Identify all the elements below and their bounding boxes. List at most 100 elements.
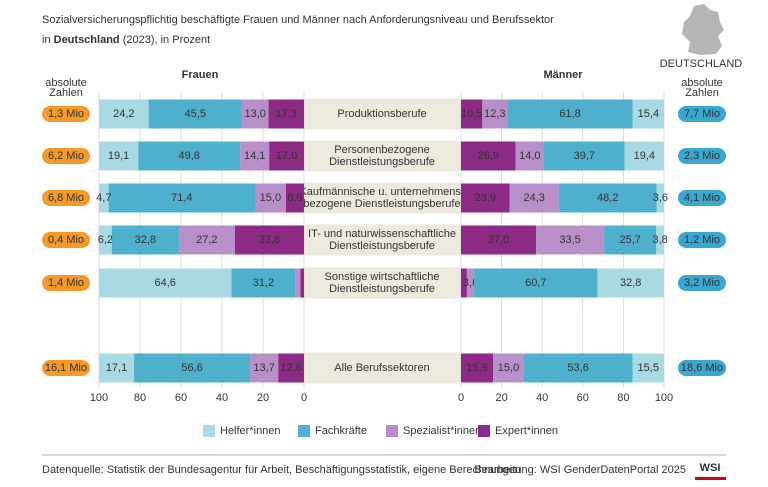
bar-segment [461, 353, 494, 383]
value-label: 33,5 [559, 234, 580, 246]
x-tick-label: 80 [134, 392, 146, 404]
total-pill [678, 106, 726, 122]
bar-segment [99, 225, 112, 255]
value-label: 12,3 [484, 108, 505, 120]
value-label: 32,8 [620, 277, 641, 289]
category-label: Dienstleistungsberufe [329, 156, 435, 168]
value-label: 10,5 [461, 108, 482, 120]
bar-segment [597, 268, 664, 298]
bar-segment [482, 99, 508, 129]
x-tick-label: 0 [301, 392, 307, 404]
value-label: 15,4 [638, 108, 659, 120]
x-tick-label: 60 [175, 392, 187, 404]
bar-segment [255, 183, 286, 213]
category-label: Produktionsberufe [337, 108, 426, 120]
bar-segment [178, 225, 235, 255]
chart-title: Sozialversicherungspflichtig beschäftigt… [42, 14, 554, 26]
source: Datenquelle: Statistik der Bundesagentur… [42, 464, 521, 476]
logo: WSI [700, 462, 721, 474]
bar-segment [148, 99, 242, 129]
category-box [305, 98, 460, 130]
total-pill [42, 190, 90, 206]
value-label: 24,2 [113, 108, 134, 120]
bar-segment [295, 268, 301, 298]
bar-segment [240, 141, 270, 171]
value-label: 48,2 [597, 192, 618, 204]
value-label: 6,2 [98, 234, 113, 246]
value-label: 31,2 [253, 277, 274, 289]
bar-segment [99, 268, 232, 298]
bar-segment [509, 183, 559, 213]
value-label: 33,8 [259, 234, 280, 246]
value-label: 3,8 [652, 234, 667, 246]
x-tick-label: 20 [257, 392, 269, 404]
total-pill [678, 360, 726, 376]
value-label: 15,0 [260, 192, 281, 204]
x-tick-label: 60 [577, 392, 589, 404]
total-pill [42, 232, 90, 248]
bar-segment [656, 183, 664, 213]
bar-segment [99, 141, 139, 171]
bar-segment [632, 99, 664, 129]
bar-segment [474, 268, 598, 298]
bar-segment [99, 99, 149, 129]
value-label: 37,0 [488, 234, 509, 246]
value-label: 19,1 [108, 150, 129, 162]
x-tick-label: 40 [536, 392, 548, 404]
value-label: 56,6 [181, 362, 202, 374]
germany-map [682, 4, 724, 55]
value-label: 17,1 [106, 362, 127, 374]
category-box [305, 224, 460, 256]
chart-subtitle: in Deutschland (2023), in Prozent [42, 34, 210, 46]
bar-segment [523, 353, 633, 383]
total-label: 1,4 Mio [48, 277, 84, 289]
bar-segment [461, 268, 467, 298]
total-pill [42, 106, 90, 122]
bar-segment [108, 183, 256, 213]
bar-segment [231, 268, 296, 298]
total-label: 16,1 Mio [45, 362, 87, 374]
x-tick-label: 0 [458, 392, 464, 404]
panel-title: Frauen [182, 69, 219, 81]
value-label: 64,6 [155, 277, 176, 289]
bar-segment [536, 225, 605, 255]
total-label: 6,2 Mio [48, 150, 84, 162]
total-pill [678, 232, 726, 248]
value-label: 53,6 [567, 362, 588, 374]
bar-segment [632, 353, 664, 383]
bar-segment [111, 225, 179, 255]
total-pill [42, 275, 90, 291]
x-tick-label: 80 [617, 392, 629, 404]
category-box [305, 267, 460, 299]
category-label: Dienstleistungsberufe [329, 283, 435, 295]
bar-segment [278, 353, 304, 383]
value-label: 25,7 [619, 234, 640, 246]
totals-label: Zahlen [685, 87, 719, 99]
bar-segment [515, 141, 545, 171]
bar-segment [99, 183, 109, 213]
map-label: DEUTSCHLAND [660, 58, 743, 70]
bar-segment [285, 183, 304, 213]
value-label: 61,8 [559, 108, 580, 120]
total-label: 7,7 Mio [684, 108, 720, 120]
value-label: 3,6 [653, 192, 668, 204]
value-label: 8,9 [287, 192, 302, 204]
category-label: bezogene Dienstleistungsberufe [303, 198, 460, 210]
bar-segment [269, 141, 304, 171]
value-label: 15,5 [638, 362, 659, 374]
panel-title: Männer [543, 69, 583, 81]
total-label: 18,6 Mio [681, 362, 723, 374]
legend-swatch [298, 425, 310, 437]
value-label: 13,7 [253, 362, 274, 374]
logo-bar [695, 477, 726, 480]
x-tick-label: 40 [216, 392, 228, 404]
bar-segment [461, 225, 537, 255]
total-label: 4,1 Mio [684, 192, 720, 204]
value-label: 32,8 [135, 234, 156, 246]
value-label: 71,4 [171, 192, 192, 204]
total-label: 0,4 Mio [48, 234, 84, 246]
bar-segment [466, 268, 475, 298]
value-label: 23,9 [475, 192, 496, 204]
value-label: 19,4 [634, 150, 655, 162]
total-pill [678, 148, 726, 164]
